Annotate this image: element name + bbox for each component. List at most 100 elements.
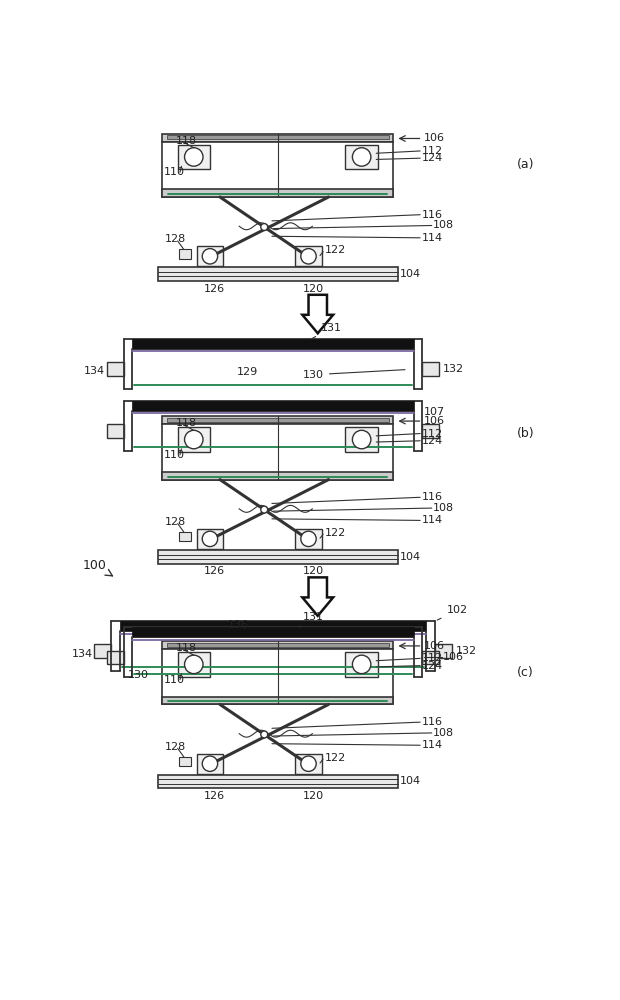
Bar	[177, 652, 210, 677]
Bar	[107, 651, 124, 664]
Text: 122: 122	[325, 245, 346, 255]
Text: 114: 114	[422, 515, 443, 525]
Text: 120: 120	[303, 566, 324, 576]
Bar	[94, 644, 112, 658]
Circle shape	[352, 148, 371, 166]
Bar	[177, 145, 210, 169]
Text: 106: 106	[443, 652, 464, 662]
Text: 120: 120	[303, 791, 324, 801]
Text: 130: 130	[128, 670, 149, 680]
Bar	[197, 246, 223, 266]
Bar	[197, 529, 223, 549]
Text: 116: 116	[422, 210, 443, 220]
Text: 108: 108	[433, 728, 454, 738]
Circle shape	[352, 430, 371, 449]
Bar	[107, 424, 124, 438]
Text: 112: 112	[422, 146, 443, 156]
Circle shape	[301, 249, 316, 264]
Bar	[162, 142, 393, 197]
Bar	[345, 427, 378, 452]
Text: 110: 110	[164, 167, 185, 177]
Text: 118: 118	[176, 136, 197, 146]
Bar	[120, 621, 427, 631]
Text: 106: 106	[424, 641, 445, 651]
Text: 124: 124	[422, 661, 443, 671]
Text: 131: 131	[299, 612, 324, 627]
Text: 130: 130	[303, 370, 405, 380]
Text: 122: 122	[325, 528, 346, 538]
Circle shape	[202, 249, 218, 264]
Text: (a): (a)	[516, 158, 534, 171]
Text: 108: 108	[433, 503, 454, 513]
Text: 100: 100	[83, 559, 112, 576]
Text: 132: 132	[443, 364, 464, 374]
Bar	[197, 754, 223, 774]
Text: 112: 112	[422, 429, 443, 439]
Text: 114: 114	[422, 740, 443, 750]
Bar	[157, 774, 398, 788]
Text: (b): (b)	[516, 427, 534, 440]
Bar	[107, 362, 124, 376]
Bar	[162, 472, 393, 480]
Circle shape	[261, 224, 268, 230]
Bar	[162, 416, 393, 424]
Bar	[295, 529, 322, 549]
Text: (c): (c)	[516, 666, 533, 679]
Bar	[162, 641, 393, 649]
Circle shape	[202, 531, 218, 547]
Bar	[179, 757, 192, 766]
Circle shape	[301, 756, 316, 771]
Bar	[179, 532, 192, 541]
Text: 126: 126	[204, 791, 225, 801]
Bar	[295, 246, 322, 266]
Bar	[167, 418, 389, 422]
Circle shape	[352, 655, 371, 674]
Text: 136: 136	[228, 620, 249, 630]
Bar	[295, 754, 322, 774]
Text: 104: 104	[399, 552, 420, 562]
Bar	[422, 651, 440, 664]
Polygon shape	[303, 295, 333, 333]
Circle shape	[261, 506, 268, 513]
Bar	[422, 424, 440, 438]
Bar	[157, 267, 398, 281]
Text: 108: 108	[433, 220, 454, 230]
Text: 122: 122	[325, 753, 346, 763]
Polygon shape	[303, 577, 333, 616]
Text: 134: 134	[71, 649, 92, 659]
Text: 112: 112	[422, 653, 443, 663]
Bar	[345, 652, 378, 677]
Circle shape	[185, 430, 203, 449]
Circle shape	[185, 655, 203, 674]
Text: 114: 114	[422, 233, 443, 243]
Text: 118: 118	[176, 418, 197, 428]
Text: 134: 134	[84, 366, 105, 376]
Circle shape	[301, 531, 316, 547]
Circle shape	[185, 148, 203, 166]
Bar	[162, 189, 393, 197]
Text: 118: 118	[176, 643, 197, 653]
Bar	[132, 627, 414, 637]
Bar	[162, 697, 393, 704]
Bar	[157, 550, 398, 564]
Bar	[167, 135, 389, 139]
Text: 102: 102	[437, 605, 467, 620]
Text: 128: 128	[164, 742, 186, 752]
Bar	[345, 145, 378, 169]
Text: 120: 120	[303, 284, 324, 294]
Text: 106: 106	[424, 416, 445, 426]
Bar	[422, 362, 440, 376]
Bar	[162, 649, 393, 704]
Bar	[132, 339, 414, 349]
Text: 124: 124	[422, 153, 443, 163]
Text: 129: 129	[237, 367, 259, 377]
Text: 107: 107	[424, 407, 445, 417]
Bar	[132, 401, 414, 411]
Circle shape	[261, 731, 268, 738]
Text: 104: 104	[399, 269, 420, 279]
Bar	[179, 249, 192, 259]
Text: 106: 106	[424, 133, 445, 143]
Text: 124: 124	[422, 436, 443, 446]
Text: 110: 110	[164, 450, 185, 460]
Text: 116: 116	[422, 717, 443, 727]
